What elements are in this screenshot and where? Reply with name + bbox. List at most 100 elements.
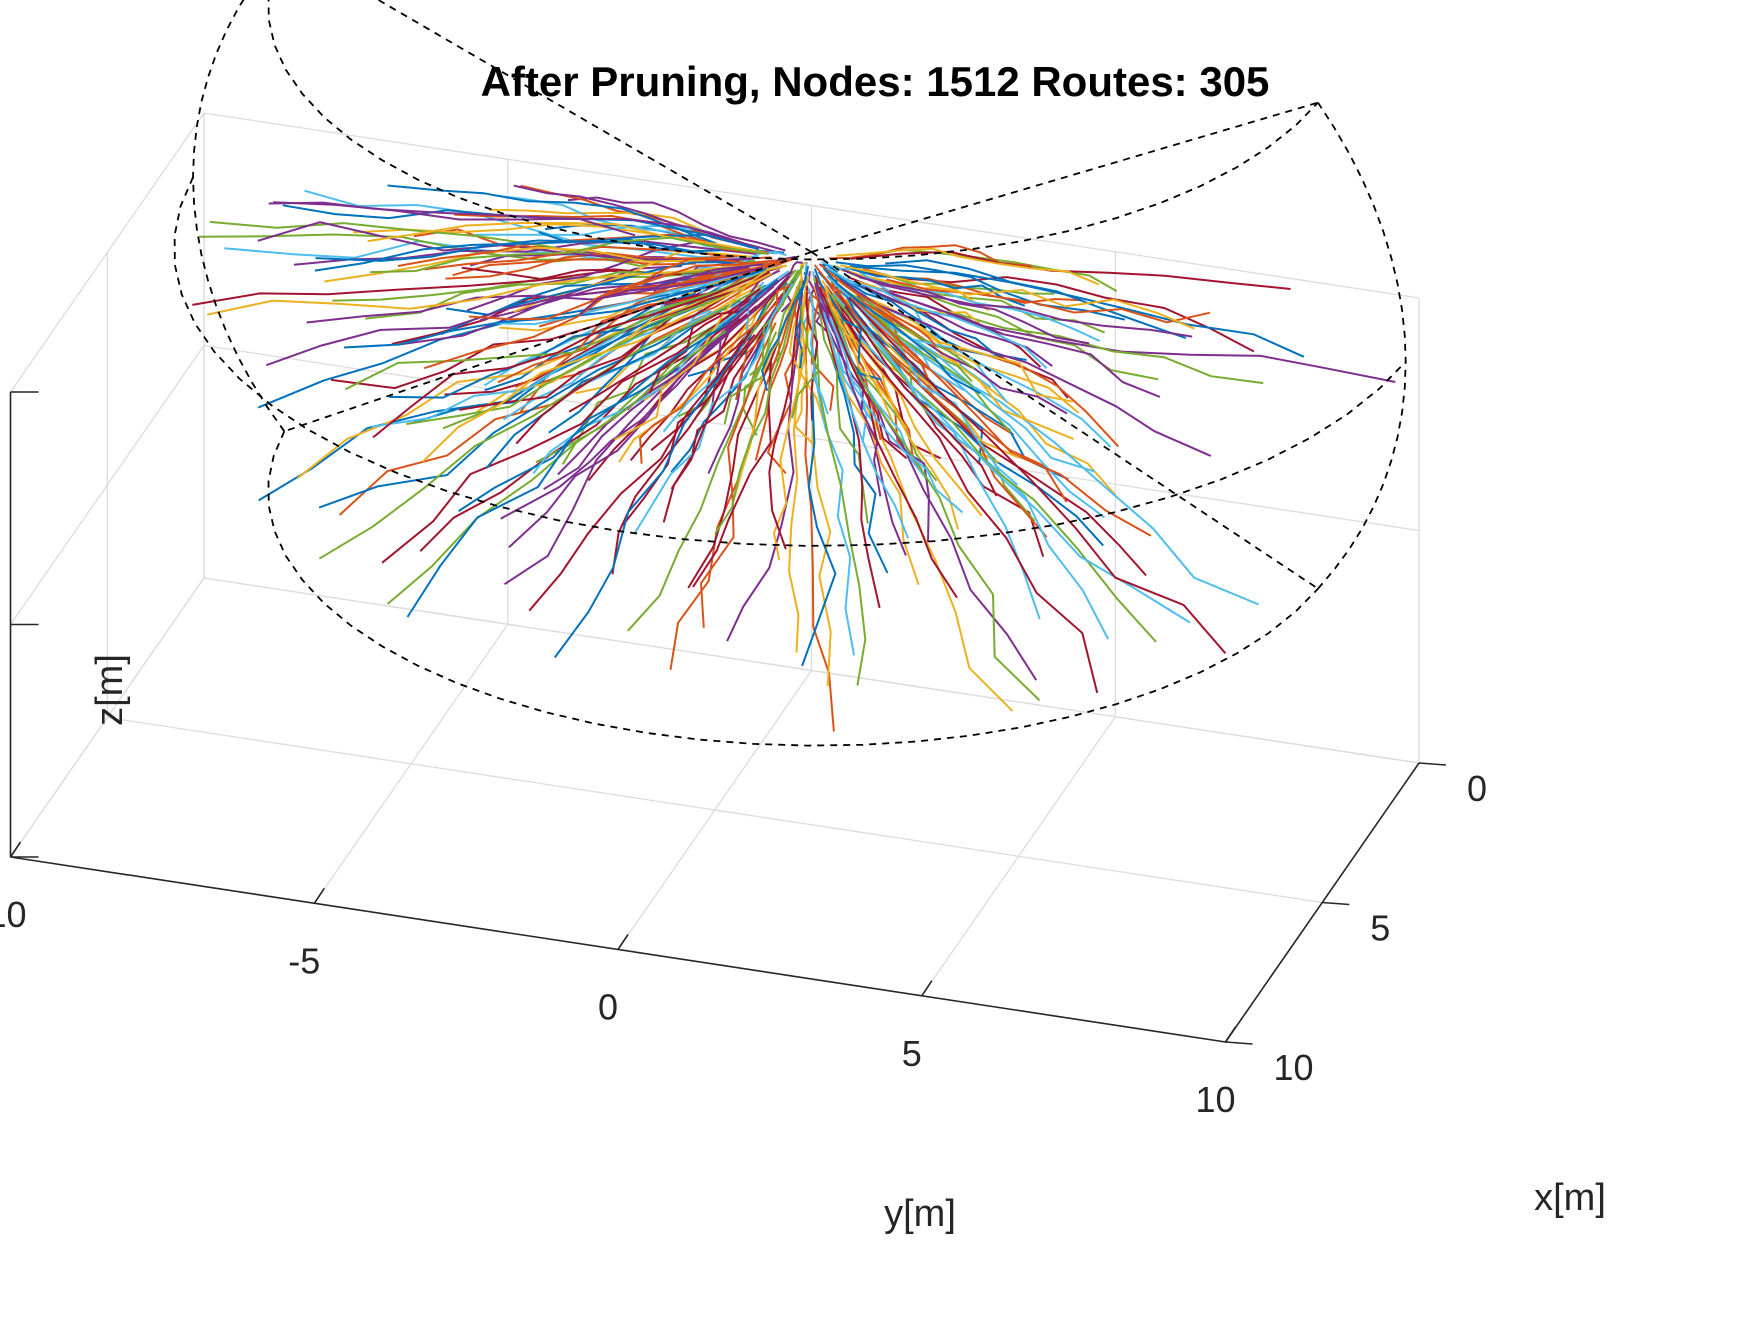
route-line (662, 333, 756, 523)
route-line (343, 268, 767, 349)
route-line (315, 239, 707, 262)
route-line (508, 280, 780, 549)
route-line (807, 288, 829, 415)
route-line (780, 261, 803, 313)
route-line (822, 311, 910, 539)
route-line (849, 265, 1305, 358)
route-line (842, 268, 1193, 338)
route-line (788, 292, 807, 653)
sensor-frustum (173, 0, 1407, 747)
route-line (836, 247, 1100, 286)
route-line (885, 259, 1187, 340)
frustum-edge (811, 251, 1319, 590)
route-line (513, 184, 780, 254)
route-line (406, 287, 769, 618)
route-line (626, 331, 778, 632)
route-line (304, 189, 759, 259)
route-line (836, 284, 1152, 537)
route-line (578, 263, 764, 316)
route-line (557, 275, 790, 476)
route-line (692, 358, 773, 588)
route-line (367, 221, 765, 254)
frustum-arc (267, 0, 1319, 261)
route-line (844, 305, 998, 497)
route-line (870, 395, 1038, 681)
y-tick-label: 5 (902, 1033, 922, 1074)
route-line (818, 263, 936, 346)
route-line (948, 310, 1264, 385)
route-line (851, 268, 1026, 307)
route-line (818, 286, 958, 599)
x-tick (1322, 901, 1350, 906)
route-line (836, 327, 930, 483)
y-tick (9, 841, 22, 858)
x-tick-label: 5 (1370, 908, 1390, 949)
route-line (714, 280, 802, 535)
grid-line (9, 577, 205, 858)
route-line (591, 257, 792, 302)
route-line (829, 353, 889, 574)
y-tick (617, 934, 629, 950)
route-line (548, 269, 757, 434)
grid-line (9, 345, 205, 625)
x-tick-label: 0 (1467, 768, 1487, 809)
x-tick-label: 10 (1274, 1047, 1314, 1088)
route-line (514, 265, 784, 389)
route-line (553, 333, 750, 659)
route-line (419, 285, 775, 552)
route-line (699, 322, 777, 628)
x-tick (1225, 1041, 1253, 1045)
y-tick-label: -10 (0, 894, 27, 935)
chart-title: After Pruning, Nodes: 1512 Routes: 305 (480, 58, 1270, 105)
route-line (273, 201, 636, 237)
route-line (332, 271, 710, 302)
route-line (726, 291, 804, 642)
route-line (733, 276, 803, 498)
route-line (864, 404, 1014, 712)
route-line (848, 296, 1227, 654)
route-line (829, 244, 1032, 267)
grid-line (203, 344, 1420, 532)
route-line (858, 276, 1090, 345)
route-line (828, 306, 938, 482)
grid-line (107, 716, 1323, 904)
x-axis-line (1224, 762, 1420, 1043)
route-line (386, 330, 727, 605)
grid-line (203, 577, 1420, 764)
route-line (648, 297, 758, 394)
route-line (406, 272, 772, 425)
route-line (830, 298, 1099, 694)
route-line (825, 285, 1045, 557)
route-line (886, 278, 1211, 324)
route-line (372, 273, 761, 439)
route-line (314, 233, 760, 272)
y-tick (921, 980, 933, 997)
route-line (856, 280, 981, 325)
x-tick (1418, 762, 1447, 766)
grid-lines (9, 112, 1420, 1043)
route-line (839, 264, 1195, 330)
route-line (811, 392, 832, 687)
frustum-arc (173, 176, 1407, 547)
route-line (791, 305, 820, 419)
route-line (422, 273, 771, 463)
x-axis-label: x[m] (1534, 1177, 1606, 1219)
route-line (639, 300, 780, 464)
y-tick (1224, 1026, 1237, 1043)
z-axis-label: z[m] (89, 654, 131, 726)
route-line (608, 258, 793, 295)
route-line (209, 220, 614, 260)
route-line (810, 295, 867, 686)
route-line (381, 284, 771, 564)
route-line (820, 302, 882, 497)
route-line (761, 265, 810, 392)
y-tick-label: -5 (288, 940, 320, 981)
grid-line (203, 112, 1420, 299)
route-line (293, 239, 758, 266)
route-line (869, 308, 1012, 433)
route-line (801, 393, 837, 667)
route-line (824, 297, 1041, 702)
route-line (754, 295, 800, 461)
